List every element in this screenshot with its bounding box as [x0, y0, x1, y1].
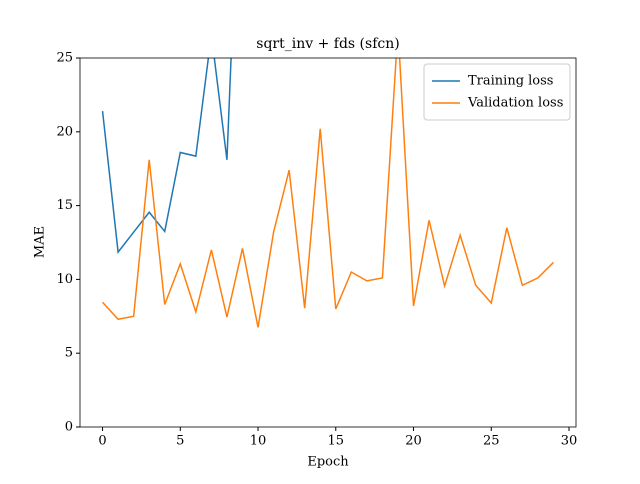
legend-box: [423, 63, 571, 121]
y-tick-label: 20: [56, 124, 73, 139]
x-tick-label: 25: [483, 434, 500, 449]
legend-label: Validation loss: [467, 96, 563, 111]
plot-area: [101, 58, 554, 328]
x-tick-label: 10: [250, 434, 267, 449]
y-tick-label: 5: [65, 346, 73, 361]
x-tick-label: 0: [98, 434, 106, 449]
axes-frame: [79, 57, 577, 428]
x-axis-label: Epoch: [307, 455, 349, 470]
x-tick-label: 30: [561, 434, 578, 449]
x-tick-label: 15: [328, 434, 345, 449]
y-axis-label: MAE: [33, 226, 48, 258]
legend-label: Training loss: [468, 74, 553, 89]
data-line: [101, 58, 232, 255]
x-tick-label: 5: [176, 434, 184, 449]
y-tick-label: 25: [56, 51, 73, 66]
chart-title: sqrt_inv + fds (sfcn): [256, 36, 399, 52]
y-tick-label: 0: [65, 420, 73, 435]
data-line: [101, 58, 554, 328]
y-tick-label: 10: [56, 272, 73, 287]
x-tick-label: 20: [405, 434, 422, 449]
y-tick-label: 15: [56, 198, 73, 213]
